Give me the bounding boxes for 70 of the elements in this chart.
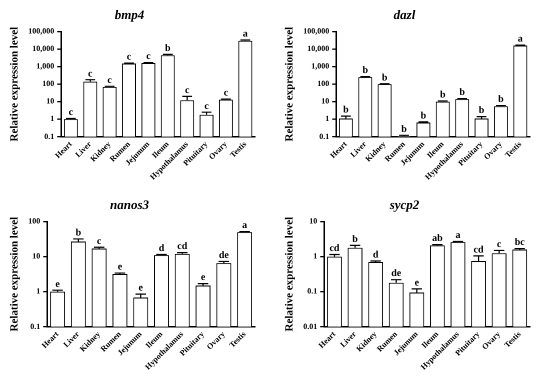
annotation: d xyxy=(158,243,165,254)
y-tick-label: 100,000 xyxy=(303,26,330,36)
annotation: a xyxy=(242,220,248,232)
annotation: b xyxy=(165,42,172,54)
annotation: c xyxy=(107,74,112,86)
y-tick-label: 10,000 xyxy=(32,44,54,54)
annotation: b xyxy=(382,72,388,84)
annotation: c xyxy=(126,52,132,63)
annotation: b xyxy=(76,228,82,239)
chart-title: nanos3 xyxy=(110,197,150,212)
annotation: e xyxy=(414,277,420,288)
y-tick-label: 0.1 xyxy=(30,322,40,331)
y-axis-title: Relative expression level xyxy=(283,216,296,332)
annotation: cd xyxy=(177,241,188,252)
annotation: c xyxy=(96,236,102,247)
y-tick-label: 10 xyxy=(309,216,318,226)
y-tick-label: 100 xyxy=(42,79,54,88)
annotation: b xyxy=(401,124,408,135)
annotation: c xyxy=(68,107,74,118)
annotation: d xyxy=(372,250,379,261)
y-tick-label: 100 xyxy=(317,79,330,88)
y-axis-title: Relative expression level xyxy=(8,26,20,142)
annotation: cd xyxy=(329,243,340,254)
annotation: a xyxy=(242,28,248,40)
y-tick-label: 10 xyxy=(32,252,40,261)
y-tick-label: 0.01 xyxy=(303,322,318,331)
annotation: c xyxy=(224,88,229,99)
y-tick-label: 1 xyxy=(50,114,54,124)
annotation: cd xyxy=(474,244,484,256)
chart-title: bmp4 xyxy=(114,7,145,22)
annotation: c xyxy=(204,100,210,112)
chart-title: dazl xyxy=(394,7,416,22)
annotation: b xyxy=(420,110,427,122)
annotation: e xyxy=(118,262,123,273)
annotation: ab xyxy=(432,233,444,244)
y-tick-label: 0.1 xyxy=(307,286,318,296)
annotation: b xyxy=(352,234,358,245)
annotation: b xyxy=(440,90,446,101)
y-tick-label: 1,000 xyxy=(36,62,54,71)
y-tick-label: 100,000 xyxy=(28,26,54,36)
chart-title: sycp2 xyxy=(388,197,420,212)
annotation: de xyxy=(391,268,402,280)
y-tick-label: 1,000 xyxy=(311,62,330,71)
annotation: b xyxy=(343,104,350,116)
annotation: e xyxy=(138,282,144,294)
annotation: e xyxy=(55,278,60,290)
y-tick-label: 10,000 xyxy=(307,44,330,54)
annotation: b xyxy=(498,94,504,106)
y-tick-label: 0.1 xyxy=(319,132,330,141)
annotation: a xyxy=(518,34,523,45)
y-tick-label: 0.1 xyxy=(44,132,54,141)
annotation: de xyxy=(218,250,230,261)
y-tick-label: 1 xyxy=(313,252,318,261)
y-axis-title: Relative expression level xyxy=(8,216,20,332)
annotation: c xyxy=(496,239,502,250)
y-tick-label: 10 xyxy=(46,96,54,106)
annotation: c xyxy=(88,68,94,80)
annotation: b xyxy=(362,65,368,76)
annotation: c xyxy=(146,51,152,62)
annotation: b xyxy=(459,87,466,98)
y-tick-label: 100 xyxy=(28,216,40,226)
y-tick-label: 1 xyxy=(325,114,330,124)
y-tick-label: 10 xyxy=(321,96,330,106)
y-tick-label: 1 xyxy=(36,286,40,296)
annotation: a xyxy=(455,230,460,242)
annotation: b xyxy=(478,105,485,116)
annotation: bc xyxy=(514,237,526,248)
annotation: c xyxy=(184,84,190,96)
annotation: e xyxy=(200,272,206,284)
y-axis-title: Relative expression level xyxy=(283,26,296,142)
